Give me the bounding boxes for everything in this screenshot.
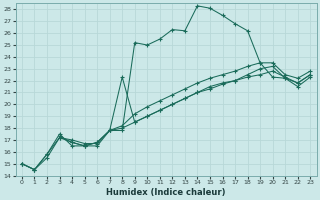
X-axis label: Humidex (Indice chaleur): Humidex (Indice chaleur) [106, 188, 226, 197]
